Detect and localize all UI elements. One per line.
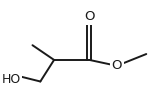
Text: HO: HO — [1, 73, 20, 86]
Text: O: O — [112, 59, 122, 72]
Text: O: O — [84, 10, 95, 23]
